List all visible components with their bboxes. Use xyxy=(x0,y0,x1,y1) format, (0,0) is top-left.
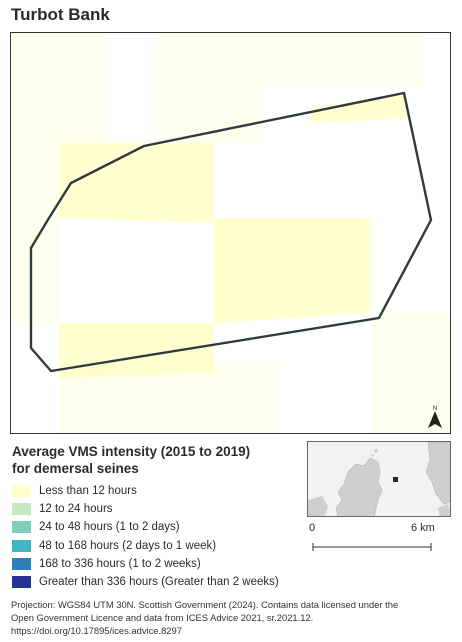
intensity-cell xyxy=(59,323,214,378)
legend-swatch xyxy=(12,485,31,497)
scale-start-label: 0 xyxy=(309,522,316,534)
legend-title-line2: for demersal seines xyxy=(12,461,139,476)
map-panel[interactable] xyxy=(10,32,451,434)
inset-land xyxy=(438,504,450,516)
legend-label: 48 to 168 hours (2 days to 1 week) xyxy=(39,540,217,552)
north-arrow: N xyxy=(424,404,446,430)
intensity-cell xyxy=(11,33,106,143)
legend-title-line1: Average VMS intensity (2015 to 2019) xyxy=(12,444,251,459)
legend-item: 24 to 48 hours (1 to 2 days) xyxy=(12,520,180,534)
intensity-cell xyxy=(373,313,450,433)
inset-land xyxy=(370,454,374,457)
inset-land xyxy=(308,496,328,516)
credits-line2: Open Government Licence and data from IC… xyxy=(11,612,314,623)
legend-title: Average VMS intensity (2015 to 2019) for… xyxy=(12,443,302,477)
inset-land xyxy=(335,457,383,516)
scale-end-label: 6 km xyxy=(411,522,435,534)
north-arrow-icon: N xyxy=(428,406,442,428)
scale-bar-graphic xyxy=(312,543,432,551)
intensity-cell xyxy=(311,93,409,123)
intensity-cell xyxy=(214,218,371,323)
credits-text: Projection: WGS84 UTM 30N. Scottish Gove… xyxy=(11,598,456,637)
locator-inset-map xyxy=(307,441,451,517)
legend-item: Greater than 336 hours (Greater than 2 w… xyxy=(12,575,279,589)
intensity-cell xyxy=(59,143,214,223)
inset-land xyxy=(425,442,450,505)
intensity-cell xyxy=(11,143,59,323)
intensity-cell xyxy=(263,33,423,83)
legend-swatch xyxy=(12,558,31,570)
inset-land xyxy=(374,448,378,453)
credits-line3[interactable]: https://doi.org/10.17895/ices.advice.829… xyxy=(11,625,182,636)
legend-swatch xyxy=(12,576,31,588)
legend-item: Less than 12 hours xyxy=(12,484,137,498)
legend-label: Greater than 336 hours (Greater than 2 w… xyxy=(39,576,279,588)
intensity-cell xyxy=(158,33,263,143)
map-title: Turbot Bank xyxy=(11,5,110,24)
north-arrow-letter: N xyxy=(433,406,437,412)
site-location-marker xyxy=(393,477,398,482)
scale-bar: 0 6 km xyxy=(307,522,453,558)
legend-swatch xyxy=(12,503,31,515)
legend-item: 168 to 336 hours (1 to 2 weeks) xyxy=(12,557,201,571)
inset-map-canvas xyxy=(308,442,450,516)
legend-swatch xyxy=(12,521,31,533)
legend-item: 12 to 24 hours xyxy=(12,502,113,516)
credits-line1: Projection: WGS84 UTM 30N. Scottish Gove… xyxy=(11,599,399,610)
map-canvas xyxy=(11,33,450,433)
legend-label: 168 to 336 hours (1 to 2 weeks) xyxy=(39,558,201,570)
legend-label: 24 to 48 hours (1 to 2 days) xyxy=(39,521,180,533)
site-boundary[interactable] xyxy=(29,91,433,373)
legend-item: 48 to 168 hours (2 days to 1 week) xyxy=(12,539,216,553)
legend-swatch xyxy=(12,540,31,552)
legend-label: 12 to 24 hours xyxy=(39,503,113,515)
legend-label: Less than 12 hours xyxy=(39,485,137,497)
